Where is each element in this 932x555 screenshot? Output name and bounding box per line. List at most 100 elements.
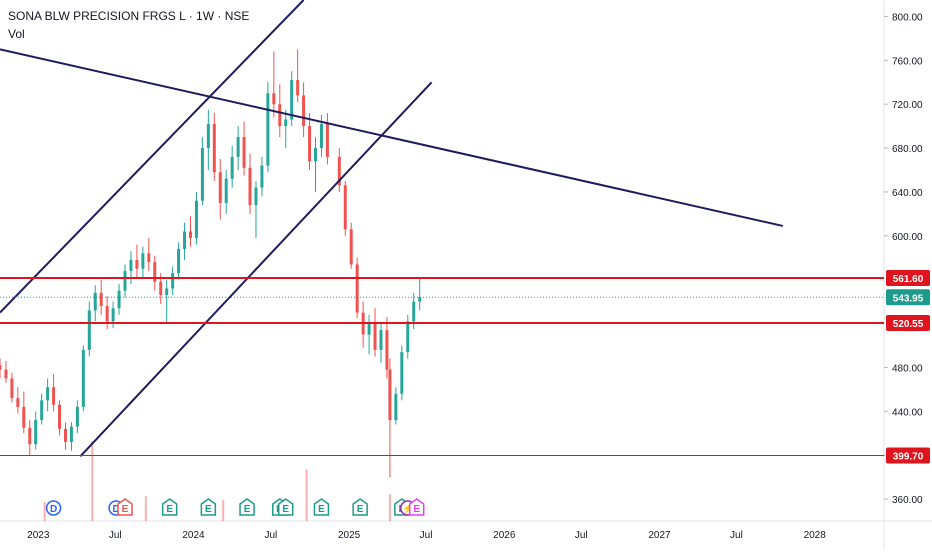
candle-body xyxy=(87,310,91,350)
earnings-event-icon[interactable] xyxy=(352,498,368,516)
earnings-event-icon[interactable] xyxy=(239,498,255,516)
candle-body xyxy=(308,126,312,162)
volume-bar xyxy=(305,469,308,521)
candle-body xyxy=(177,248,181,274)
x-tick-label: 2025 xyxy=(338,530,361,541)
x-tick-label: Jul xyxy=(730,530,743,541)
candle-body xyxy=(367,323,371,335)
candle-body xyxy=(379,330,383,350)
candle-body xyxy=(218,172,222,203)
candle-body xyxy=(302,95,306,127)
x-tick-label: 2028 xyxy=(804,530,827,541)
candle-body xyxy=(159,281,163,296)
volume-bar xyxy=(388,494,391,521)
candle-body xyxy=(28,427,32,445)
event-marker-label: E xyxy=(166,504,173,515)
y-tick-label: 360.00 xyxy=(892,495,923,506)
candle-body xyxy=(355,264,359,313)
candle-body xyxy=(242,137,246,168)
candle-body xyxy=(224,178,228,203)
volume-indicator-label[interactable]: Vol xyxy=(8,27,25,41)
candle-body xyxy=(236,137,240,157)
earnings-event-icon[interactable] xyxy=(200,498,217,516)
candle-body xyxy=(129,259,133,271)
candle-body xyxy=(141,253,145,269)
volume-bar xyxy=(91,441,94,521)
candle-body xyxy=(171,273,175,289)
candle-body xyxy=(16,398,20,407)
current-price-label: 543.95 xyxy=(893,293,924,304)
y-tick-label: 720.00 xyxy=(892,100,923,111)
candle-body xyxy=(272,93,276,105)
event-marker-label: E xyxy=(244,504,251,515)
volume-bar xyxy=(222,500,225,521)
candle-body xyxy=(296,80,300,96)
candle-body xyxy=(385,330,389,370)
candle-body xyxy=(123,270,127,291)
candle-body xyxy=(343,185,347,230)
candle-body xyxy=(4,369,8,379)
level-price-label: 561.60 xyxy=(893,274,924,285)
symbol-title: SONA BLW PRECISION FRGS L · 1W · NSE xyxy=(8,9,250,23)
x-tick-label: Jul xyxy=(420,530,433,541)
trendline xyxy=(0,48,784,227)
trendline xyxy=(0,0,305,314)
level-price-tag xyxy=(886,314,930,331)
candle-body xyxy=(394,393,398,421)
trendline xyxy=(79,81,433,457)
candle-body xyxy=(412,301,416,322)
volume-bar xyxy=(43,501,46,521)
current-price-tag xyxy=(886,289,930,306)
candle-body xyxy=(388,369,392,421)
candle-body xyxy=(266,93,270,166)
candle-body xyxy=(183,231,187,249)
dividend-earnings-icon[interactable] xyxy=(117,498,133,516)
candle-body xyxy=(135,259,139,269)
level-price-label: 399.70 xyxy=(893,452,924,463)
candle-body xyxy=(40,400,44,421)
candle-body xyxy=(212,123,216,173)
candle-body xyxy=(248,167,252,206)
candle-body xyxy=(69,426,73,443)
candle-body xyxy=(165,288,169,296)
candle-body xyxy=(254,187,258,206)
candle-body xyxy=(349,229,353,265)
y-tick-label: 800.00 xyxy=(892,12,923,23)
x-tick-label: 2027 xyxy=(648,530,671,541)
candle-body xyxy=(290,80,294,120)
candle-body xyxy=(278,104,282,127)
x-tick-label: Jul xyxy=(264,530,277,541)
candle-body xyxy=(319,123,323,149)
candle-body xyxy=(200,148,204,201)
candle-body xyxy=(147,253,151,263)
event-marker-label: D xyxy=(112,504,119,515)
event-marker-label: E xyxy=(282,504,289,515)
y-tick-label: 760.00 xyxy=(892,56,923,67)
earnings-event-icon[interactable] xyxy=(277,498,294,516)
candle-body xyxy=(373,323,377,350)
event-marker-label: E xyxy=(122,504,129,515)
level-price-tag xyxy=(886,447,930,464)
event-marker-label: D xyxy=(50,504,57,515)
candle-body xyxy=(58,404,62,429)
upcoming-earnings-icon[interactable] xyxy=(408,498,425,516)
candle-body xyxy=(400,352,404,394)
candle-body xyxy=(117,290,121,309)
x-tick-label: Jul xyxy=(575,530,588,541)
candle-body xyxy=(314,148,318,162)
candle-body xyxy=(418,297,422,302)
x-tick-label: Jul xyxy=(109,530,122,541)
earnings-event-icon[interactable] xyxy=(161,498,178,516)
y-tick-label: 640.00 xyxy=(892,188,923,199)
earnings-event-icon[interactable] xyxy=(313,498,330,516)
event-marker-label: E xyxy=(357,504,364,515)
y-tick-label: 680.00 xyxy=(892,144,923,155)
candle-body xyxy=(105,306,109,322)
candle-body xyxy=(63,428,67,443)
x-tick-label: 2024 xyxy=(182,530,205,541)
dividend-event-icon[interactable] xyxy=(45,500,62,516)
y-tick-label: 600.00 xyxy=(892,232,923,243)
candle-body xyxy=(81,349,85,407)
